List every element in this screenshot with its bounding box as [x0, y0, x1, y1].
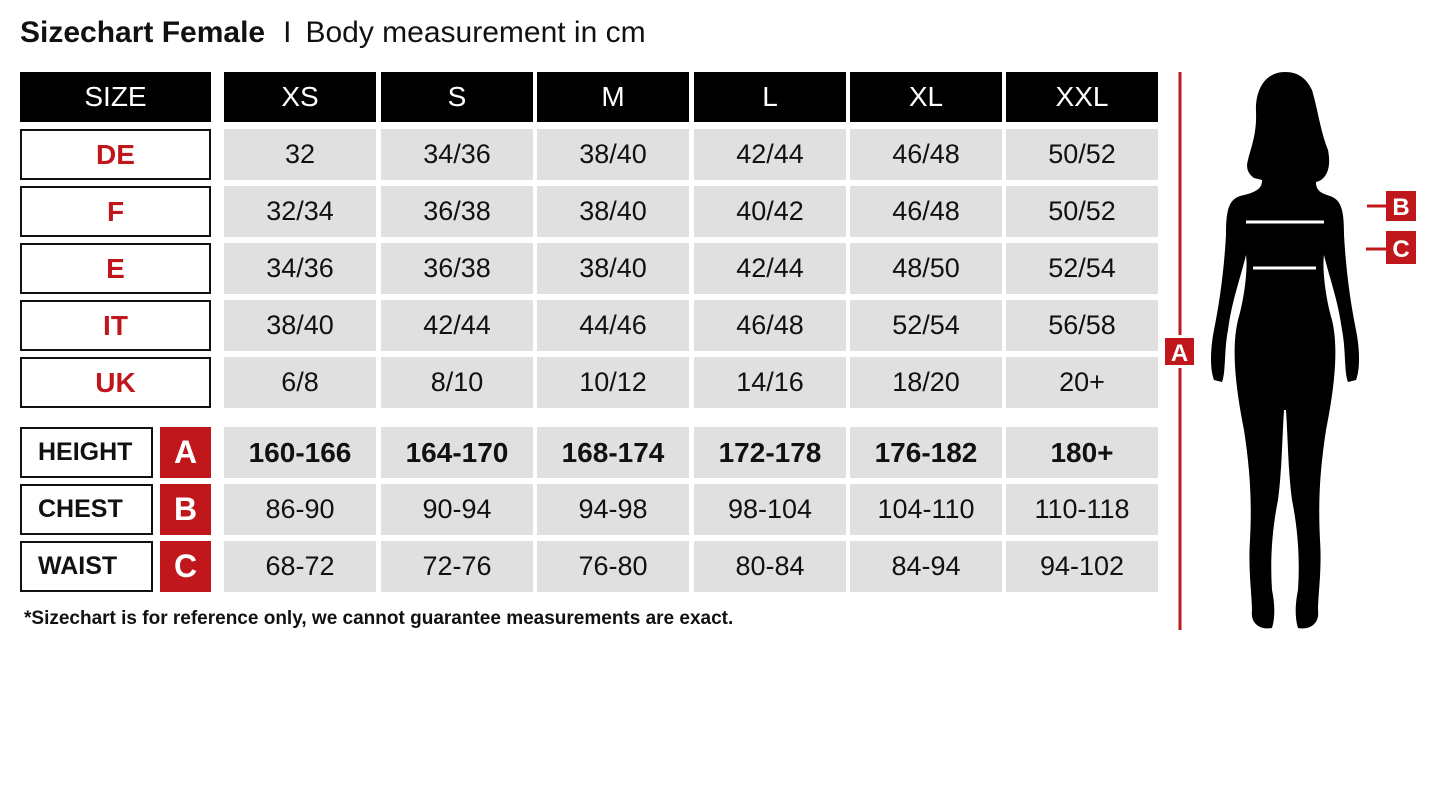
table-cell: 164-170 — [381, 427, 533, 478]
marker-b-box — [1386, 191, 1416, 221]
table-cell: 80-84 — [694, 541, 846, 592]
country-label: IT — [20, 300, 211, 351]
table-cell: 36/38 — [381, 243, 533, 294]
table-cell: 20+ — [1006, 357, 1158, 408]
table-cell: 38/40 — [537, 129, 689, 180]
table-cell: 38/40 — [537, 186, 689, 237]
size-header-xl: XL — [850, 72, 1002, 122]
measurement-letter: B — [160, 484, 211, 535]
table-cell: 48/50 — [850, 243, 1002, 294]
table-cell: 34/36 — [381, 129, 533, 180]
size-header-m: M — [537, 72, 689, 122]
table-cell: 50/52 — [1006, 186, 1158, 237]
table-cell: 90-94 — [381, 484, 533, 535]
table-cell: 52/54 — [850, 300, 1002, 351]
table-cell: 52/54 — [1006, 243, 1158, 294]
country-label: DE — [20, 129, 211, 180]
table-cell: 94-102 — [1006, 541, 1158, 592]
table-cell: 84-94 — [850, 541, 1002, 592]
table-cell: 38/40 — [224, 300, 376, 351]
table-cell: 104-110 — [850, 484, 1002, 535]
table-cell: 50/52 — [1006, 129, 1158, 180]
table-cell: 94-98 — [537, 484, 689, 535]
table-cell: 40/42 — [694, 186, 846, 237]
title-bold: Sizechart Female — [20, 16, 266, 49]
table-cell: 32/34 — [224, 186, 376, 237]
disclaimer-note: *Sizechart is for reference only, we can… — [24, 608, 734, 629]
table-cell: 14/16 — [694, 357, 846, 408]
table-cell: 44/46 — [537, 300, 689, 351]
table-cell: 56/58 — [1006, 300, 1158, 351]
table-cell: 10/12 — [537, 357, 689, 408]
title-separator: I — [283, 16, 292, 49]
table-cell: 76-80 — [537, 541, 689, 592]
table-cell: 98-104 — [694, 484, 846, 535]
country-label: E — [20, 243, 211, 294]
table-cell: 18/20 — [850, 357, 1002, 408]
marker-b: B — [1392, 194, 1409, 221]
table-cell: 38/40 — [537, 243, 689, 294]
table-cell: 68-72 — [224, 541, 376, 592]
table-cell: 46/48 — [694, 300, 846, 351]
measurement-letter: A — [160, 427, 211, 478]
title-subtitle: Body measurement in cm — [305, 16, 646, 49]
measurement-label: WAIST — [20, 541, 153, 592]
size-header: SIZE — [20, 72, 211, 122]
table-cell: 6/8 — [224, 357, 376, 408]
size-header-s: S — [381, 72, 533, 122]
marker-c-box — [1386, 231, 1416, 264]
table-cell: 172-178 — [694, 427, 846, 478]
table-cell: 32 — [224, 129, 376, 180]
table-cell: 86-90 — [224, 484, 376, 535]
measurement-label: HEIGHT — [20, 427, 153, 478]
page-title: Sizechart Female I Body measurement in cm — [20, 16, 646, 50]
table-cell: 42/44 — [694, 129, 846, 180]
table-cell: 72-76 — [381, 541, 533, 592]
size-header-l: L — [694, 72, 846, 122]
size-header-xxl: XXL — [1006, 72, 1158, 122]
woman-silhouette-icon — [1211, 72, 1359, 629]
table-cell: 160-166 — [224, 427, 376, 478]
table-cell: 176-182 — [850, 427, 1002, 478]
table-cell: 46/48 — [850, 129, 1002, 180]
country-label: UK — [20, 357, 211, 408]
table-cell: 42/44 — [694, 243, 846, 294]
table-cell: 34/36 — [224, 243, 376, 294]
measurement-label: CHEST — [20, 484, 153, 535]
table-cell: 46/48 — [850, 186, 1002, 237]
table-cell: 110-118 — [1006, 484, 1158, 535]
table-cell: 180+ — [1006, 427, 1158, 478]
size-header-xs: XS — [224, 72, 376, 122]
table-cell: 168-174 — [537, 427, 689, 478]
table-cell: 8/10 — [381, 357, 533, 408]
country-label: F — [20, 186, 211, 237]
table-cell: 36/38 — [381, 186, 533, 237]
measurement-letter: C — [160, 541, 211, 592]
marker-c: C — [1392, 236, 1409, 263]
marker-a-box — [1165, 338, 1194, 365]
marker-a: A — [1171, 340, 1188, 367]
table-cell: 42/44 — [381, 300, 533, 351]
